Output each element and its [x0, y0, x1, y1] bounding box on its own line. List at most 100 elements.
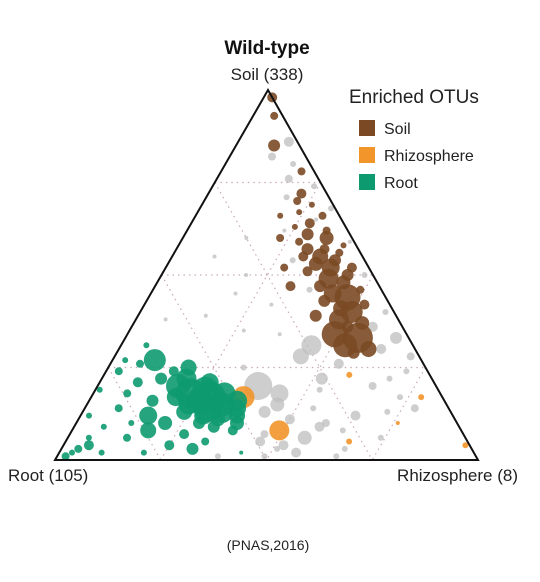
- otu-point-root: [193, 417, 205, 429]
- otu-point-not-enriched: [260, 430, 269, 439]
- otu-point-not-enriched: [214, 453, 221, 460]
- otu-point-root: [85, 434, 92, 441]
- otu-point-root: [96, 386, 103, 393]
- otu-point-root: [201, 437, 210, 446]
- otu-point-root: [143, 349, 166, 372]
- otu-point-not-enriched: [403, 368, 410, 375]
- otu-point-soil: [285, 281, 296, 292]
- legend-label-rhizosphere: Rhizosphere: [384, 148, 474, 165]
- source-citation: (PNAS,2016): [227, 537, 309, 553]
- otu-point-not-enriched: [297, 430, 312, 445]
- otu-point-soil: [318, 211, 327, 220]
- grid-lines: [107, 181, 427, 461]
- otu-point-root: [146, 394, 159, 407]
- otu-point-root: [176, 403, 193, 420]
- otu-point-not-enriched: [212, 254, 217, 259]
- otu-point-not-enriched: [283, 194, 290, 201]
- otu-point-not-enriched: [163, 317, 168, 322]
- data-points: [61, 92, 469, 461]
- otu-point-not-enriched: [233, 291, 238, 296]
- otu-point-root: [61, 452, 70, 461]
- otu-point-soil: [297, 167, 306, 176]
- otu-point-rhizosphere: [418, 394, 425, 401]
- vertex-label-soil: Soil (338): [231, 65, 304, 84]
- legend-swatch-rhizosphere: [359, 147, 375, 163]
- otu-point-rhizosphere: [395, 421, 400, 425]
- grid-line-root: [107, 367, 162, 461]
- otu-point-soil: [304, 218, 315, 229]
- otu-point-soil: [277, 212, 284, 219]
- otu-point-not-enriched: [367, 321, 378, 332]
- otu-point-not-enriched: [410, 404, 419, 413]
- otu-point-not-enriched: [278, 440, 289, 451]
- otu-point-root: [123, 389, 132, 398]
- otu-point-not-enriched: [390, 331, 402, 344]
- vertex-label-rhizosphere: Rhizosphere (8): [397, 466, 518, 485]
- otu-point-soil: [347, 346, 360, 359]
- grid-line-root: [160, 274, 268, 461]
- otu-point-soil: [319, 231, 334, 245]
- otu-point-soil: [280, 263, 289, 272]
- otu-point-not-enriched: [382, 309, 389, 315]
- otu-point-not-enriched: [270, 397, 285, 412]
- otu-point-root: [122, 357, 129, 364]
- legend-label-root: Root: [384, 175, 418, 192]
- otu-point-not-enriched: [377, 434, 384, 441]
- otu-point-soil: [308, 256, 323, 271]
- otu-point-soil: [314, 280, 327, 293]
- otu-point-rhizosphere: [269, 420, 290, 441]
- otu-point-soil: [296, 188, 307, 199]
- otu-point-not-enriched: [310, 405, 317, 412]
- otu-point-not-enriched: [289, 257, 296, 264]
- otu-point-not-enriched: [240, 364, 247, 371]
- otu-point-not-enriched: [292, 348, 309, 365]
- otu-point-root: [128, 420, 135, 426]
- grid-line-rhizosphere: [160, 182, 322, 461]
- otu-point-not-enriched: [274, 445, 281, 452]
- grid-line-root: [214, 182, 373, 461]
- otu-point-soil: [298, 251, 309, 262]
- otu-point-not-enriched: [244, 273, 249, 277]
- otu-point-not-enriched: [306, 286, 313, 293]
- otu-point-root: [86, 412, 92, 419]
- otu-point-not-enriched: [316, 386, 323, 393]
- chart-title: Wild-type: [224, 38, 309, 59]
- otu-point-soil: [295, 237, 304, 246]
- otu-point-not-enriched: [333, 453, 340, 460]
- legend-title: Enriched OTUs: [349, 87, 479, 108]
- otu-point-root: [186, 442, 199, 455]
- otu-point-root: [158, 416, 173, 430]
- otu-point-soil: [291, 223, 298, 230]
- otu-point-not-enriched: [384, 408, 391, 415]
- otu-point-root: [239, 450, 244, 455]
- otu-point-not-enriched: [290, 161, 297, 167]
- otu-point-root: [123, 433, 131, 442]
- otu-point-not-enriched: [328, 205, 334, 212]
- otu-point-not-enriched: [339, 427, 346, 434]
- otu-point-soil: [302, 266, 313, 277]
- otu-point-soil: [301, 228, 314, 241]
- otu-point-not-enriched: [361, 272, 368, 278]
- otu-point-not-enriched: [283, 136, 294, 147]
- otu-point-not-enriched: [284, 414, 295, 425]
- otu-point-soil: [268, 139, 281, 152]
- otu-point-root: [69, 449, 75, 456]
- otu-point-not-enriched: [368, 382, 377, 390]
- otu-point-root: [155, 372, 168, 385]
- otu-point-root: [139, 406, 158, 425]
- otu-point-not-enriched: [333, 358, 344, 369]
- otu-point-not-enriched: [268, 152, 276, 161]
- otu-point-root: [227, 425, 238, 436]
- otu-point-not-enriched: [258, 405, 271, 418]
- otu-point-not-enriched: [261, 453, 268, 460]
- otu-point-root: [168, 366, 179, 377]
- otu-point-soil: [276, 234, 285, 242]
- otu-point-not-enriched: [241, 328, 246, 333]
- otu-point-root: [83, 440, 94, 451]
- otu-point-root: [143, 342, 150, 349]
- otu-point-root: [114, 404, 123, 413]
- otu-point-root: [179, 429, 190, 440]
- legend-swatch-root: [359, 174, 375, 190]
- otu-point-rhizosphere: [346, 371, 353, 378]
